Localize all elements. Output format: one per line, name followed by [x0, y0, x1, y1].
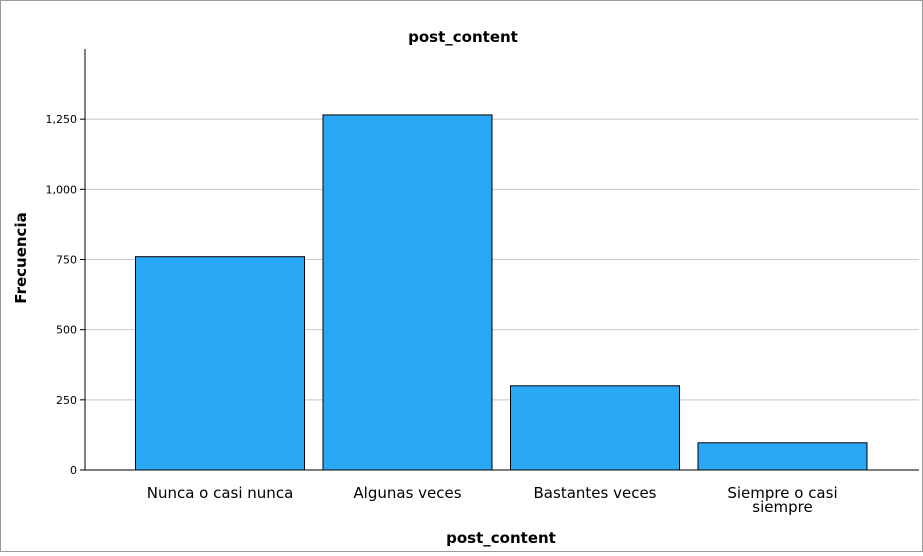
- x-axis-label: post_content: [446, 529, 556, 547]
- x-tick-label: Siempre o casi siempre: [727, 484, 837, 516]
- tick-labels: 0 250 500 750 1,000 1,250 Nunca o casi nunca Al…: [46, 113, 838, 516]
- x-tick-label: Algunas veces: [353, 484, 461, 502]
- bar: [510, 385, 680, 471]
- bar: [697, 442, 868, 471]
- axes: [80, 49, 919, 471]
- bar: [322, 114, 493, 471]
- y-tick-label: 0: [70, 464, 77, 477]
- bar: [135, 256, 305, 471]
- bars: [135, 114, 868, 471]
- y-tick-label: 1,250: [46, 113, 78, 126]
- y-tick-label: 750: [56, 254, 77, 267]
- x-tick-label: Bastantes veces: [534, 484, 657, 502]
- y-tick-label: 250: [56, 394, 77, 407]
- x-tick-label: Nunca o casi nunca: [147, 484, 294, 502]
- y-tick-label: 500: [56, 324, 77, 337]
- chart-title: post_content: [408, 28, 518, 46]
- y-axis-label: Frecuencia: [12, 212, 30, 303]
- y-tick-label: 1,000: [46, 183, 78, 196]
